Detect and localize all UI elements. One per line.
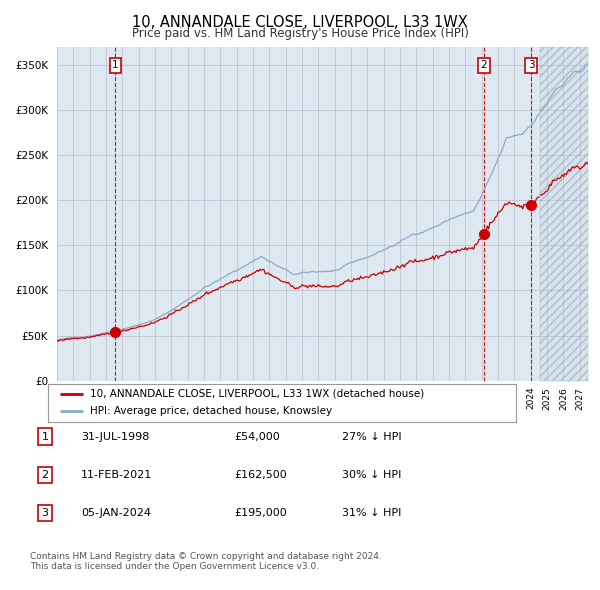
Text: 31% ↓ HPI: 31% ↓ HPI <box>342 509 401 518</box>
Text: 31-JUL-1998: 31-JUL-1998 <box>81 432 149 441</box>
Text: £54,000: £54,000 <box>234 432 280 441</box>
Text: 2: 2 <box>41 470 49 480</box>
Text: 10, ANNANDALE CLOSE, LIVERPOOL, L33 1WX: 10, ANNANDALE CLOSE, LIVERPOOL, L33 1WX <box>132 15 468 30</box>
Text: 11-FEB-2021: 11-FEB-2021 <box>81 470 152 480</box>
Text: 05-JAN-2024: 05-JAN-2024 <box>81 509 151 518</box>
Text: 2: 2 <box>481 60 487 70</box>
Text: £195,000: £195,000 <box>234 509 287 518</box>
Text: 10, ANNANDALE CLOSE, LIVERPOOL, L33 1WX (detached house): 10, ANNANDALE CLOSE, LIVERPOOL, L33 1WX … <box>90 389 424 399</box>
Text: 3: 3 <box>41 509 49 518</box>
Text: HPI: Average price, detached house, Knowsley: HPI: Average price, detached house, Know… <box>90 407 332 417</box>
Text: £162,500: £162,500 <box>234 470 287 480</box>
Text: Contains HM Land Registry data © Crown copyright and database right 2024.
This d: Contains HM Land Registry data © Crown c… <box>30 552 382 571</box>
Text: 30% ↓ HPI: 30% ↓ HPI <box>342 470 401 480</box>
Text: 1: 1 <box>112 60 119 70</box>
Text: Price paid vs. HM Land Registry's House Price Index (HPI): Price paid vs. HM Land Registry's House … <box>131 27 469 40</box>
Text: 1: 1 <box>41 432 49 441</box>
Text: 27% ↓ HPI: 27% ↓ HPI <box>342 432 401 441</box>
Text: 3: 3 <box>528 60 535 70</box>
